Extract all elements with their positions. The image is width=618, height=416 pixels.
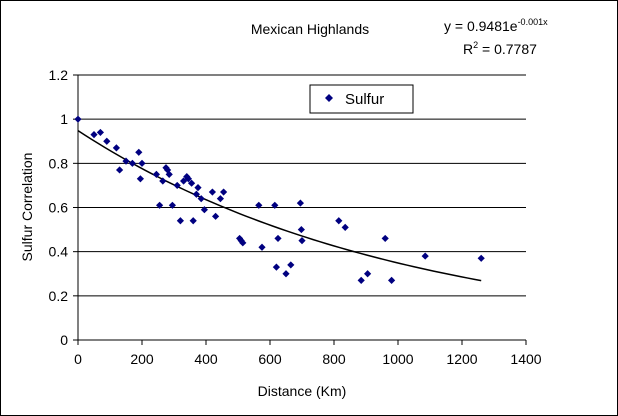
data-point [258,243,266,251]
x-axis-title: Distance (Km) [258,383,347,399]
data-point [197,195,205,203]
r2-superscript: 2 [473,40,478,50]
x-tick-label: 1200 [446,351,477,367]
equation-exponent: -0.001x [518,17,549,27]
data-point [112,144,120,152]
x-tick-label: 200 [130,351,154,367]
x-tick-label: 1400 [510,351,541,367]
r2-label: R [463,41,473,57]
data-point [220,188,228,196]
data-point [135,148,143,156]
data-point [477,254,485,262]
data-point [388,276,396,284]
x-tick-labels: 0 200 400 600 800 1000 1200 1400 [74,351,542,367]
data-point [90,131,98,139]
data-point [341,223,349,231]
data-point [189,217,197,225]
data-point [74,115,82,123]
x-tick-label: 1000 [382,351,413,367]
data-point [136,175,144,183]
data-point [168,201,176,209]
data-point [200,206,208,214]
y-axis-title: Sulfur Correlation [19,153,35,262]
data-point [212,212,220,220]
chart-title: Mexican Highlands [251,21,369,37]
data-point [184,175,192,183]
data-point [239,239,247,247]
legend-marker [325,94,333,102]
y-tick-labels: 0 0.2 0.4 0.6 0.8 1 1.2 [49,67,69,348]
x-tick-label: 800 [322,351,346,367]
data-point [188,179,196,187]
r2-value: = 0.7787 [478,41,537,57]
data-point [296,199,304,207]
x-tick-label: 400 [194,351,218,367]
data-point [208,188,216,196]
data-point [364,270,372,278]
y-tick-label: 0 [60,332,68,348]
y-tick-label: 1 [60,111,68,127]
data-point [287,261,295,269]
data-point [272,263,280,271]
data-point [421,252,429,260]
data-point [216,195,224,203]
y-tick-label: 0.4 [49,244,69,260]
data-point [335,217,343,225]
data-point [116,166,124,174]
equation-main: y = 0.9481e [444,18,518,34]
r-squared: R2 = 0.7787 [463,40,537,57]
points-layer [74,115,485,284]
legend: Sulfur [309,84,414,114]
x-tick-label: 600 [258,351,282,367]
data-point [298,237,306,245]
legend-label: Sulfur [345,91,384,108]
trendline-equation: y = 0.9481e-0.001x [444,17,548,34]
x-tick-label: 0 [74,351,82,367]
data-point [96,128,104,137]
y-tick-label: 0.6 [49,200,69,216]
data-point [192,190,200,198]
y-tick-label: 0.8 [49,155,69,171]
gridlines [78,74,526,297]
trendline [77,130,482,282]
data-point [297,225,305,234]
y-tick-label: 0.2 [49,288,69,304]
data-point [122,157,130,165]
data-point [103,137,111,145]
data-point [381,234,389,243]
data-point [173,181,181,190]
data-point [282,270,290,278]
data-point [271,201,279,209]
data-point [357,276,365,284]
y-tick-label: 1.2 [49,67,69,83]
trendline-layer [77,130,482,282]
data-point [194,184,202,192]
data-point [274,234,282,243]
data-point [165,170,173,178]
data-point [176,217,184,225]
data-point [159,177,167,185]
data-point [152,170,160,178]
data-point [138,159,146,167]
data-point [255,201,263,209]
data-point [128,159,136,167]
data-point [156,201,164,209]
